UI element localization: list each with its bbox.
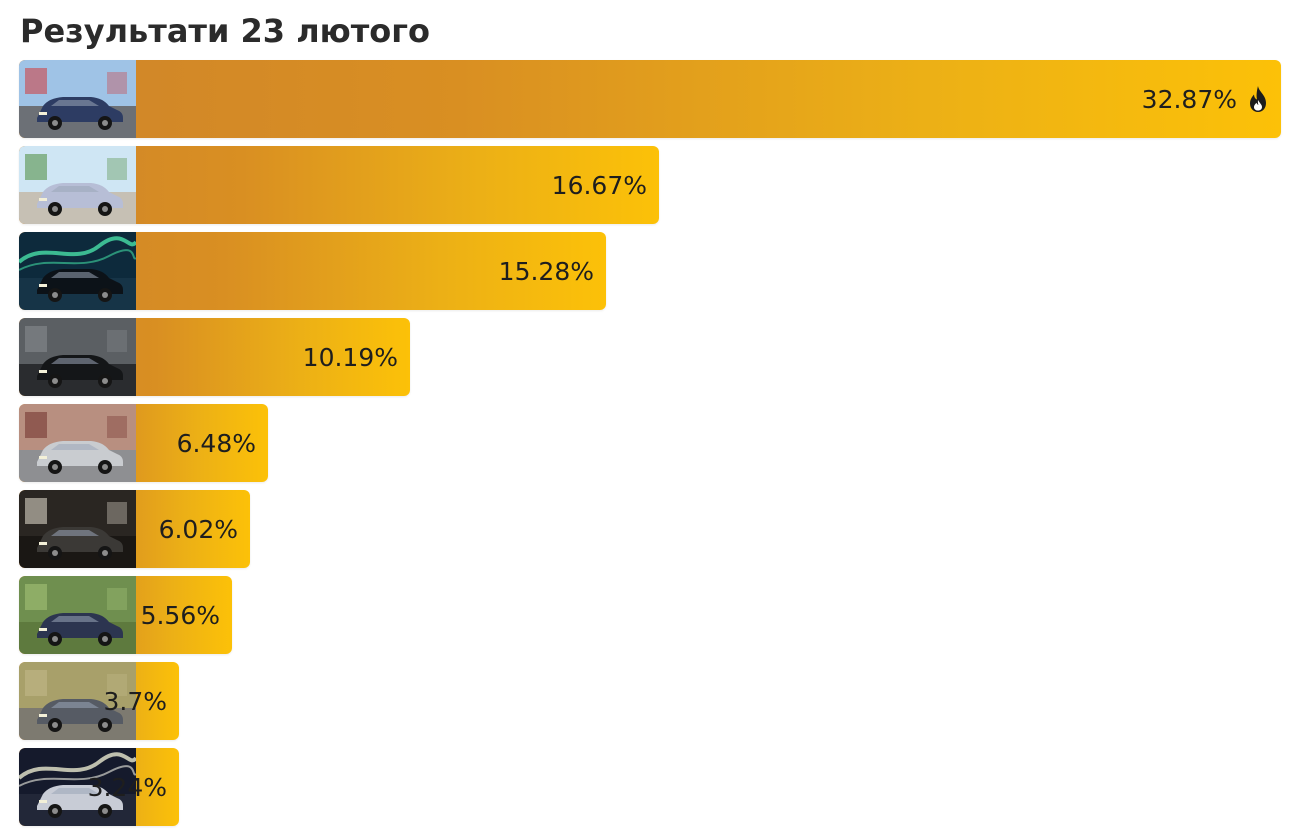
blue-wagon-forest-photo	[19, 576, 136, 654]
result-bar: 15.28%	[19, 232, 606, 310]
percentage-label: 15.28%	[499, 232, 594, 310]
page-title: Результати 23 лютого	[20, 12, 430, 50]
car-thumbnail[interactable]	[19, 318, 136, 396]
fire-icon	[1247, 85, 1269, 113]
car-thumbnail[interactable]	[19, 60, 136, 138]
result-row: 3.7%	[19, 662, 1281, 740]
percentage-value: 32.87%	[1141, 84, 1237, 114]
percentage-label: 3.24%	[88, 748, 167, 826]
car-thumbnail[interactable]	[19, 748, 136, 826]
white-suv-night-photo	[19, 748, 136, 826]
percentage-label: 16.67%	[552, 146, 647, 224]
blue-sedan-photo	[19, 60, 136, 138]
percentage-value: 16.67%	[551, 170, 647, 200]
car-thumbnail[interactable]	[19, 404, 136, 482]
percentage-value: 6.48%	[176, 428, 256, 458]
result-bar: 5.56%	[19, 576, 232, 654]
result-row: 10.19%	[19, 318, 1281, 396]
result-row: 32.87%	[19, 60, 1281, 138]
result-bar: 6.48%	[19, 404, 268, 482]
result-row: 5.56%	[19, 576, 1281, 654]
percentage-value: 3.7%	[103, 686, 167, 716]
result-row: 15.28%	[19, 232, 1281, 310]
percentage-value: 3.24%	[87, 772, 167, 802]
result-row: 6.48%	[19, 404, 1281, 482]
car-thumbnail[interactable]	[19, 662, 136, 740]
silver-wagon-photo	[19, 404, 136, 482]
result-bar: 3.24%	[19, 748, 179, 826]
percentage-label: 10.19%	[303, 318, 398, 396]
result-row: 3.24%	[19, 748, 1281, 826]
result-row: 16.67%	[19, 146, 1281, 224]
results-chart: 32.87% 16.67% 15.28% 10.19% 6.48% 6.02% 5.56% 3…	[19, 60, 1281, 826]
percentage-label: 3.7%	[103, 662, 167, 740]
car-thumbnail[interactable]	[19, 576, 136, 654]
silver-coupe-photo	[19, 146, 136, 224]
percentage-value: 5.56%	[140, 600, 220, 630]
result-bar: 6.02%	[19, 490, 250, 568]
aurora-night-car-photo	[19, 232, 136, 310]
result-bar: 16.67%	[19, 146, 659, 224]
result-row: 6.02%	[19, 490, 1281, 568]
percentage-label: 5.56%	[141, 576, 220, 654]
percentage-value: 6.02%	[158, 514, 238, 544]
percentage-value: 15.28%	[498, 256, 594, 286]
car-thumbnail[interactable]	[19, 146, 136, 224]
result-bar: 10.19%	[19, 318, 410, 396]
percentage-label: 6.02%	[159, 490, 238, 568]
percentage-label: 6.48%	[177, 404, 256, 482]
percentage-value: 10.19%	[302, 342, 398, 372]
gray-suv-photo	[19, 662, 136, 740]
car-thumbnail[interactable]	[19, 232, 136, 310]
dark-suv-night-photo	[19, 490, 136, 568]
percentage-label: 32.87%	[1142, 60, 1269, 138]
result-bar: 3.7%	[19, 662, 179, 740]
car-thumbnail[interactable]	[19, 490, 136, 568]
result-bar: 32.87%	[19, 60, 1281, 138]
black-sedan-photo	[19, 318, 136, 396]
